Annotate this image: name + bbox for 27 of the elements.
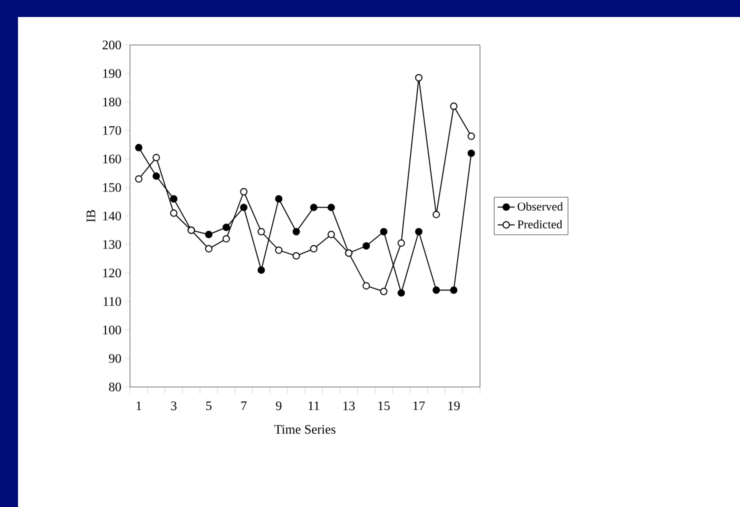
x-tick-label: 17 <box>413 402 425 410</box>
x-tick-label: 11 <box>308 402 320 410</box>
y-tick-label: 110 <box>104 297 121 306</box>
x-tick-label: 19 <box>448 402 460 410</box>
y-tick-label: 90 <box>108 354 121 363</box>
x-axis-title: Time Series <box>274 425 336 434</box>
y-tick-label: 190 <box>103 69 121 78</box>
y-tick-label: 150 <box>103 183 121 192</box>
x-tick-label: 15 <box>378 402 390 410</box>
y-tick-label: 120 <box>103 268 121 278</box>
y-tick-label: 160 <box>103 154 121 164</box>
y-tick-label: 130 <box>103 240 121 249</box>
y-axis-title: IB <box>86 210 96 222</box>
legend-label: Observed <box>518 202 563 211</box>
y-tick-label: 200 <box>102 40 121 50</box>
y-tick-label: 170 <box>103 126 121 135</box>
x-tick-label: 3 <box>171 402 176 410</box>
y-tick-label: 80 <box>109 382 121 392</box>
y-tick-label: 180 <box>103 98 121 106</box>
legend-label: Predicted <box>518 220 562 228</box>
y-tick-label: 100 <box>103 326 121 334</box>
x-tick-label: 7 <box>241 402 247 410</box>
x-tick-label: 13 <box>343 402 355 410</box>
y-tick-label: 140 <box>103 212 121 220</box>
x-tick-label: 5 <box>206 402 212 410</box>
x-tick-label: 1 <box>136 402 142 410</box>
x-tick-label: 9 <box>276 402 282 410</box>
